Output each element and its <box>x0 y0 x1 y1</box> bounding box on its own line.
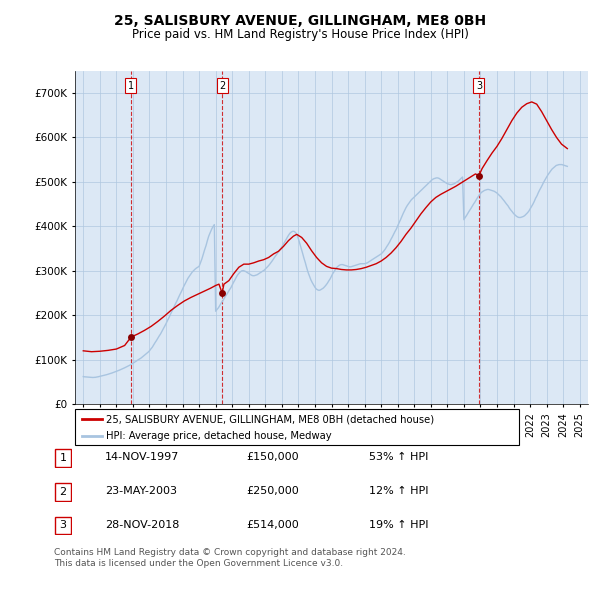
Text: 25, SALISBURY AVENUE, GILLINGHAM, ME8 0BH (detached house): 25, SALISBURY AVENUE, GILLINGHAM, ME8 0B… <box>106 414 434 424</box>
Text: 1: 1 <box>59 453 67 463</box>
FancyBboxPatch shape <box>75 409 519 445</box>
Text: 12% ↑ HPI: 12% ↑ HPI <box>369 486 428 496</box>
Text: £514,000: £514,000 <box>246 520 299 529</box>
Text: 28-NOV-2018: 28-NOV-2018 <box>105 520 179 529</box>
Text: 19% ↑ HPI: 19% ↑ HPI <box>369 520 428 529</box>
Text: 3: 3 <box>476 81 482 91</box>
Text: Contains HM Land Registry data © Crown copyright and database right 2024.
This d: Contains HM Land Registry data © Crown c… <box>54 548 406 568</box>
FancyBboxPatch shape <box>55 483 71 500</box>
Text: £250,000: £250,000 <box>246 486 299 496</box>
Text: 23-MAY-2003: 23-MAY-2003 <box>105 486 177 496</box>
Text: 3: 3 <box>59 520 67 530</box>
Text: 53% ↑ HPI: 53% ↑ HPI <box>369 453 428 462</box>
Text: Price paid vs. HM Land Registry's House Price Index (HPI): Price paid vs. HM Land Registry's House … <box>131 28 469 41</box>
Text: 1: 1 <box>128 81 134 91</box>
Text: £150,000: £150,000 <box>246 453 299 462</box>
Text: 2: 2 <box>219 81 225 91</box>
Text: HPI: Average price, detached house, Medway: HPI: Average price, detached house, Medw… <box>106 431 332 441</box>
FancyBboxPatch shape <box>55 450 71 467</box>
FancyBboxPatch shape <box>55 517 71 534</box>
Text: 14-NOV-1997: 14-NOV-1997 <box>105 453 179 462</box>
Text: 2: 2 <box>59 487 67 497</box>
Text: 25, SALISBURY AVENUE, GILLINGHAM, ME8 0BH: 25, SALISBURY AVENUE, GILLINGHAM, ME8 0B… <box>114 14 486 28</box>
